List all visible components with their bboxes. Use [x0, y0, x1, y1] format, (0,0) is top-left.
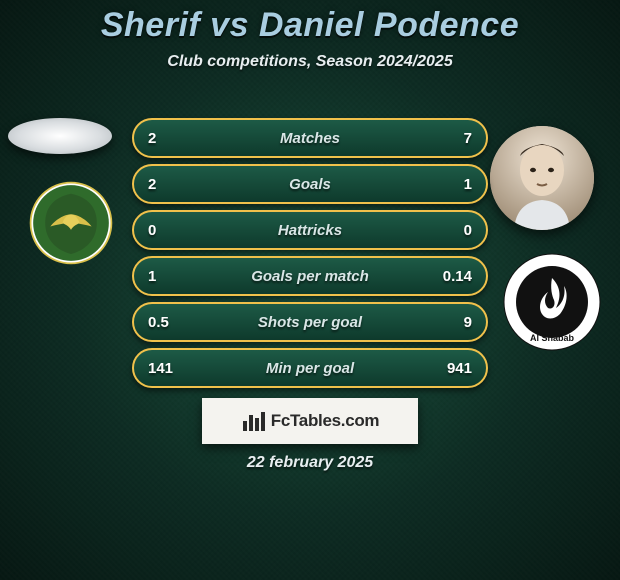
club-icon: Al Shabab: [502, 252, 602, 352]
stat-row: 2 Goals 1: [132, 164, 488, 204]
stat-label: Goals per match: [134, 268, 486, 285]
left-player-avatar: [8, 118, 112, 154]
stat-row: 0 Hattricks 0: [132, 210, 488, 250]
stat-row: 2 Matches 7: [132, 118, 488, 158]
svg-text:Al Shabab: Al Shabab: [530, 333, 575, 343]
stat-row: 1 Goals per match 0.14: [132, 256, 488, 296]
branding-badge: FcTables.com: [202, 398, 418, 444]
stat-right-value: 0: [464, 222, 472, 239]
date-label: 22 february 2025: [0, 454, 620, 472]
stat-row: 0.5 Shots per goal 9: [132, 302, 488, 342]
stat-left-value: 0.5: [148, 314, 169, 331]
stat-left-value: 2: [148, 130, 156, 147]
stat-right-value: 1: [464, 176, 472, 193]
content-wrapper: Sherif vs Daniel Podence Club competitio…: [0, 0, 620, 580]
barchart-icon: [241, 409, 265, 433]
stat-row: 141 Min per goal 941: [132, 348, 488, 388]
stat-label: Min per goal: [134, 360, 486, 377]
stat-left-value: 0: [148, 222, 156, 239]
left-club-badge: [28, 180, 114, 266]
person-icon: [490, 126, 594, 230]
stats-table: 2 Matches 7 2 Goals 1 0 Hattricks 0 1 Go…: [132, 118, 488, 388]
page-title: Sherif vs Daniel Podence: [0, 0, 620, 45]
stat-label: Matches: [134, 130, 486, 147]
stat-left-value: 2: [148, 176, 156, 193]
stat-left-value: 1: [148, 268, 156, 285]
shield-icon: [28, 180, 114, 266]
stat-right-value: 9: [464, 314, 472, 331]
branding-text: FcTables.com: [271, 411, 380, 431]
stat-right-value: 0.14: [443, 268, 472, 285]
stat-label: Hattricks: [134, 222, 486, 239]
stat-right-value: 7: [464, 130, 472, 147]
stat-label: Shots per goal: [134, 314, 486, 331]
stat-right-value: 941: [447, 360, 472, 377]
right-player-avatar: [490, 126, 594, 230]
stat-left-value: 141: [148, 360, 173, 377]
stat-label: Goals: [134, 176, 486, 193]
right-club-badge: Al Shabab: [502, 252, 602, 352]
subtitle: Club competitions, Season 2024/2025: [0, 53, 620, 71]
